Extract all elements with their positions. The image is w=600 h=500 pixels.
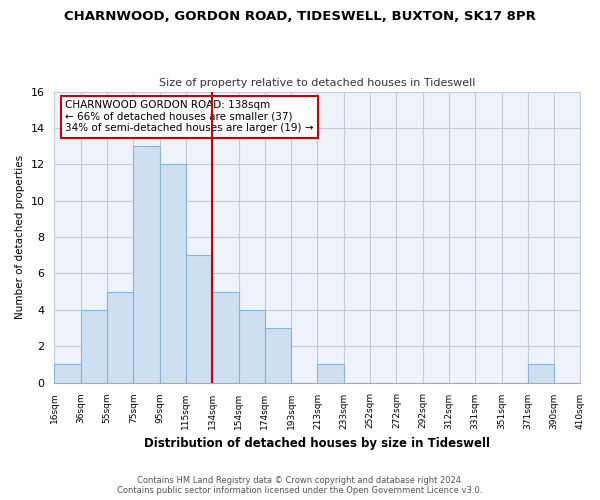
Bar (81, 310, 107, 382)
Bar (160, 164, 186, 382)
Text: CHARNWOOD GORDON ROAD: 138sqm
← 66% of detached houses are smaller (37)
34% of s: CHARNWOOD GORDON ROAD: 138sqm ← 66% of d… (65, 100, 313, 134)
Bar (133, 146, 160, 382)
X-axis label: Distribution of detached houses by size in Tideswell: Distribution of detached houses by size … (145, 437, 490, 450)
Bar (317, 364, 344, 382)
Bar (55, 364, 81, 382)
Text: CHARNWOOD, GORDON ROAD, TIDESWELL, BUXTON, SK17 8PR: CHARNWOOD, GORDON ROAD, TIDESWELL, BUXTO… (64, 10, 536, 23)
Bar (212, 292, 239, 382)
Title: Size of property relative to detached houses in Tideswell: Size of property relative to detached ho… (159, 78, 476, 88)
Bar (528, 364, 554, 382)
Y-axis label: Number of detached properties: Number of detached properties (15, 155, 25, 319)
Text: Contains HM Land Registry data © Crown copyright and database right 2024.
Contai: Contains HM Land Registry data © Crown c… (118, 476, 482, 495)
Bar (265, 328, 291, 382)
Bar (186, 256, 212, 382)
Bar (239, 310, 265, 382)
Bar (107, 292, 133, 382)
